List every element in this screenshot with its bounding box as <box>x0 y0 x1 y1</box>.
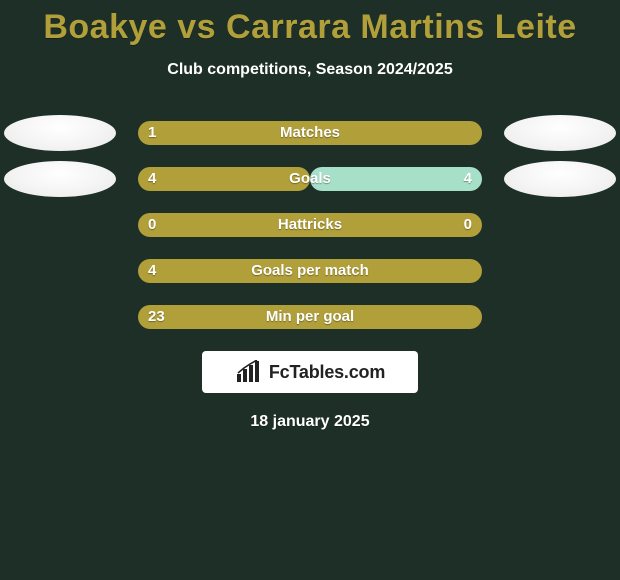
stat-value-right: 4 <box>464 167 472 191</box>
stat-row: Min per goal23 <box>0 305 620 329</box>
bar-track <box>138 121 482 145</box>
bar-track <box>138 213 482 237</box>
bar-full <box>138 121 482 145</box>
player-photo-left <box>4 161 116 197</box>
stats-chart: Matches1Goals44Hattricks00Goals per matc… <box>0 121 620 329</box>
bar-full <box>138 305 482 329</box>
bars-icon <box>235 360 263 384</box>
stat-row: Goals per match4 <box>0 259 620 283</box>
logo-text: FcTables.com <box>269 362 385 383</box>
stat-row: Matches1 <box>0 121 620 145</box>
stat-value-left: 4 <box>148 167 156 191</box>
bar-full <box>138 259 482 283</box>
subtitle: Club competitions, Season 2024/2025 <box>0 61 620 79</box>
stat-value-left: 1 <box>148 121 156 145</box>
stat-value-left: 0 <box>148 213 156 237</box>
stat-row: Goals44 <box>0 167 620 191</box>
comparison-infographic: Boakye vs Carrara Martins Leite Club com… <box>0 0 620 580</box>
bar-full <box>138 213 482 237</box>
page-title: Boakye vs Carrara Martins Leite <box>0 0 620 47</box>
player-photo-left <box>4 115 116 151</box>
stat-row: Hattricks00 <box>0 213 620 237</box>
bar-right <box>310 167 482 191</box>
bar-track <box>138 305 482 329</box>
player-photo-right <box>504 161 616 197</box>
bar-track <box>138 259 482 283</box>
stat-value-right: 0 <box>464 213 472 237</box>
player-photo-right <box>504 115 616 151</box>
bar-track <box>138 167 482 191</box>
date-text: 18 january 2025 <box>0 413 620 431</box>
stat-value-left: 4 <box>148 259 156 283</box>
bar-left <box>138 167 310 191</box>
site-logo: FcTables.com <box>202 351 418 393</box>
stat-value-left: 23 <box>148 305 165 329</box>
